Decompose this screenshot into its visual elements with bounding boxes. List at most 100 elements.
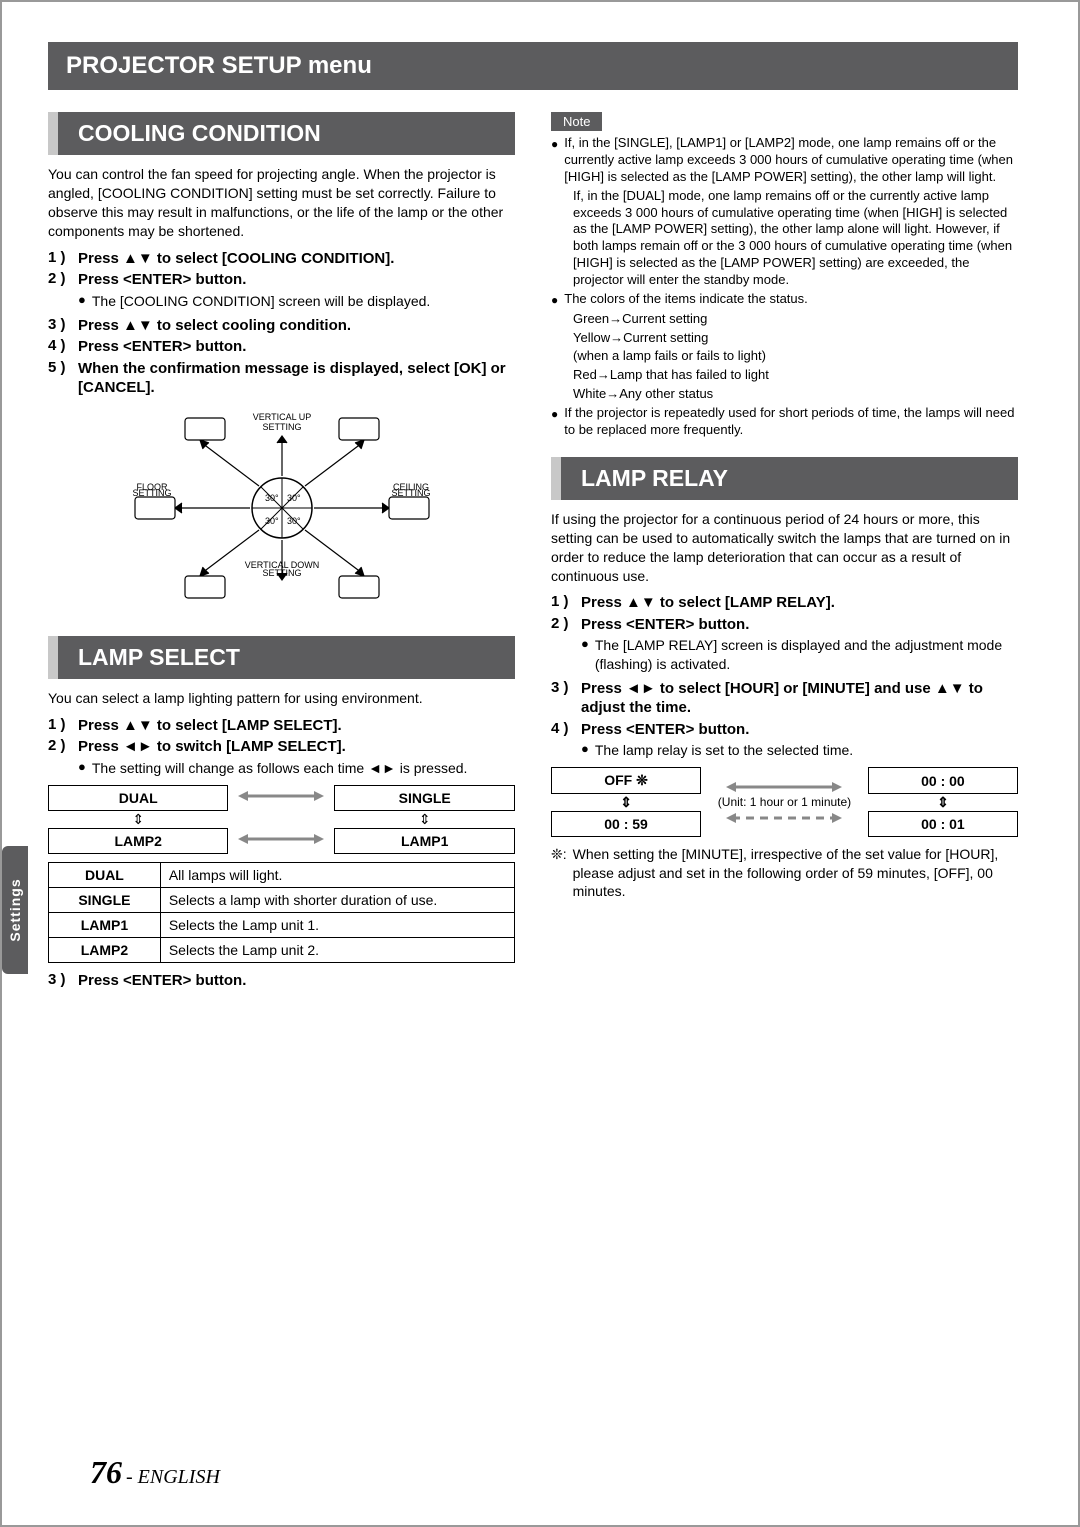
- lr-step-4: Press <ENTER> button.: [581, 720, 1018, 740]
- step-num: 4 ): [551, 720, 575, 740]
- page-lang-text: ENGLISH: [138, 1466, 220, 1488]
- lamp-relay-intro: If using the projector for a continuous …: [551, 510, 1018, 586]
- asterisk-text: When setting the [MINUTE], irrespective …: [573, 845, 1018, 900]
- arrow-ud-icon: ⇕: [49, 810, 228, 828]
- cooling-title: COOLING CONDITION: [48, 112, 515, 155]
- desc-lamp2: Selects the Lamp unit 2.: [160, 937, 514, 962]
- note-2e: White→Any other status: [573, 386, 1018, 403]
- bullet-icon: ●: [551, 405, 558, 439]
- step-num: 3 ): [48, 971, 72, 991]
- svg-text:VERTICAL UP: VERTICAL UP: [252, 412, 311, 422]
- svg-text:SETTING: SETTING: [262, 422, 301, 432]
- bullet-icon: ●: [551, 135, 558, 186]
- left-column: COOLING CONDITION You can control the fa…: [48, 112, 515, 992]
- relay-unit-text: (Unit: 1 hour or 1 minute): [718, 795, 851, 809]
- arrow-ud-icon: ⇕: [335, 810, 515, 828]
- note-2: The colors of the items indicate the sta…: [564, 291, 1018, 309]
- bullet-icon: ●: [78, 292, 86, 310]
- note-list: ●If, in the [SINGLE], [LAMP1] or [LAMP2]…: [551, 135, 1018, 439]
- asterisk-icon: ❊:: [551, 845, 567, 900]
- menu-header: PROJECTOR SETUP menu: [48, 42, 1018, 90]
- ls-step-2a: The setting will change as follows each …: [92, 759, 515, 777]
- lr-step-2a: The [LAMP RELAY] screen is displayed and…: [595, 636, 1018, 672]
- step-num: 2 ): [551, 615, 575, 635]
- two-columns: COOLING CONDITION You can control the fa…: [48, 112, 1018, 992]
- note-1: If, in the [SINGLE], [LAMP1] or [LAMP2] …: [564, 135, 1018, 186]
- cooling-diagram: 30° 30° 30° 30°: [87, 408, 477, 608]
- flow-single: SINGLE: [335, 785, 515, 810]
- desc-key-dual: DUAL: [49, 862, 161, 887]
- lamp-select-flow: DUAL SINGLE ⇕ ⇕ LAMP2 LAMP1: [48, 785, 515, 854]
- desc-lamp1: Selects the Lamp unit 1.: [160, 912, 514, 937]
- desc-single: Selects a lamp with shorter duration of …: [160, 887, 514, 912]
- lamp-relay-title: LAMP RELAY: [551, 457, 1018, 500]
- lamp-relay-table: OFF ❊ (Unit: 1 hour or 1 minute) 00 : 00…: [551, 767, 1018, 837]
- svg-text:SETTING: SETTING: [391, 488, 430, 498]
- relay-asterisk-note: ❊: When setting the [MINUTE], irrespecti…: [551, 845, 1018, 900]
- page-number: 76: [90, 1454, 122, 1490]
- cooling-intro: You can control the fan speed for projec…: [48, 165, 515, 241]
- cooling-step-2a: The [COOLING CONDITION] screen will be d…: [92, 292, 515, 310]
- lamp-select-intro: You can select a lamp lighting pattern f…: [48, 689, 515, 708]
- step-num: 3 ): [48, 316, 72, 336]
- svg-text:SETTING: SETTING: [262, 568, 301, 578]
- sidebar-tab: Settings: [2, 846, 28, 974]
- manual-page: Settings PROJECTOR SETUP menu COOLING CO…: [0, 0, 1080, 1527]
- step-num: 2 ): [48, 270, 72, 290]
- step-num: 1 ): [551, 593, 575, 613]
- svg-text:30°: 30°: [265, 516, 279, 526]
- svg-text:30°: 30°: [287, 493, 301, 503]
- flow-lamp2: LAMP2: [49, 828, 228, 853]
- bullet-icon: ●: [551, 291, 558, 309]
- flow-lamp1: LAMP1: [335, 828, 515, 853]
- cooling-step-1: Press ▲▼ to select [COOLING CONDITION].: [78, 249, 515, 269]
- step-num: 2 ): [48, 737, 72, 757]
- desc-key-lamp1: LAMP1: [49, 912, 161, 937]
- lr-step-2: Press <ENTER> button.: [581, 615, 1018, 635]
- lr-step-3: Press ◄► to select [HOUR] or [MINUTE] an…: [581, 679, 1018, 718]
- arrow-ud-icon: ⇕: [868, 794, 1017, 812]
- page-lang: - ENGLISH: [126, 1466, 220, 1488]
- relay-0059: 00 : 59: [552, 812, 701, 837]
- bullet-icon: ●: [581, 741, 589, 759]
- cooling-step-2: Press <ENTER> button.: [78, 270, 515, 290]
- note-1b: If, in the [DUAL] mode, one lamp remains…: [573, 188, 1018, 289]
- note-2b: Yellow→Current setting: [573, 330, 1018, 347]
- cooling-step-5: When the confirmation message is display…: [78, 359, 515, 398]
- step-num: 4 ): [48, 337, 72, 357]
- step-num: 1 ): [48, 716, 72, 736]
- step-num: 3 ): [551, 679, 575, 718]
- lr-step-4a: The lamp relay is set to the selected ti…: [595, 741, 1018, 759]
- page-footer: 76 - ENGLISH: [90, 1454, 220, 1491]
- relay-unit: (Unit: 1 hour or 1 minute): [701, 768, 869, 837]
- note-2d: Red→Lamp that has failed to light: [573, 367, 1018, 384]
- step-num: 1 ): [48, 249, 72, 269]
- flow-dual: DUAL: [49, 785, 228, 810]
- bullet-icon: ●: [78, 759, 86, 777]
- lamp-select-desc-table: DUALAll lamps will light. SINGLESelects …: [48, 862, 515, 963]
- svg-text:30°: 30°: [265, 493, 279, 503]
- ls-step-1: Press ▲▼ to select [LAMP SELECT].: [78, 716, 515, 736]
- cooling-step-3: Press ▲▼ to select cooling condition.: [78, 316, 515, 336]
- note-3: If the projector is repeatedly used for …: [564, 405, 1018, 439]
- cooling-step-4: Press <ENTER> button.: [78, 337, 515, 357]
- bullet-icon: ●: [581, 636, 589, 672]
- step-num: 5 ): [48, 359, 72, 398]
- ls-step-3: Press <ENTER> button.: [78, 971, 515, 991]
- arrow-ud-icon: ⇕: [552, 794, 701, 812]
- relay-0001: 00 : 01: [868, 812, 1017, 837]
- arrow-lr-icon: [228, 828, 335, 853]
- right-column: Note ●If, in the [SINGLE], [LAMP1] or [L…: [551, 112, 1018, 992]
- svg-text:SETTING: SETTING: [132, 488, 171, 498]
- ls-step-2: Press ◄► to switch [LAMP SELECT].: [78, 737, 515, 757]
- note-2a: Green→Current setting: [573, 311, 1018, 328]
- desc-key-single: SINGLE: [49, 887, 161, 912]
- note-2c: (when a lamp fails or fails to light): [573, 348, 1018, 365]
- lr-step-1: Press ▲▼ to select [LAMP RELAY].: [581, 593, 1018, 613]
- note-label: Note: [551, 112, 602, 131]
- arrow-lr-icon: [228, 785, 335, 810]
- sidebar-tab-label: Settings: [7, 878, 23, 941]
- desc-dual: All lamps will light.: [160, 862, 514, 887]
- desc-key-lamp2: LAMP2: [49, 937, 161, 962]
- relay-0000: 00 : 00: [868, 768, 1017, 794]
